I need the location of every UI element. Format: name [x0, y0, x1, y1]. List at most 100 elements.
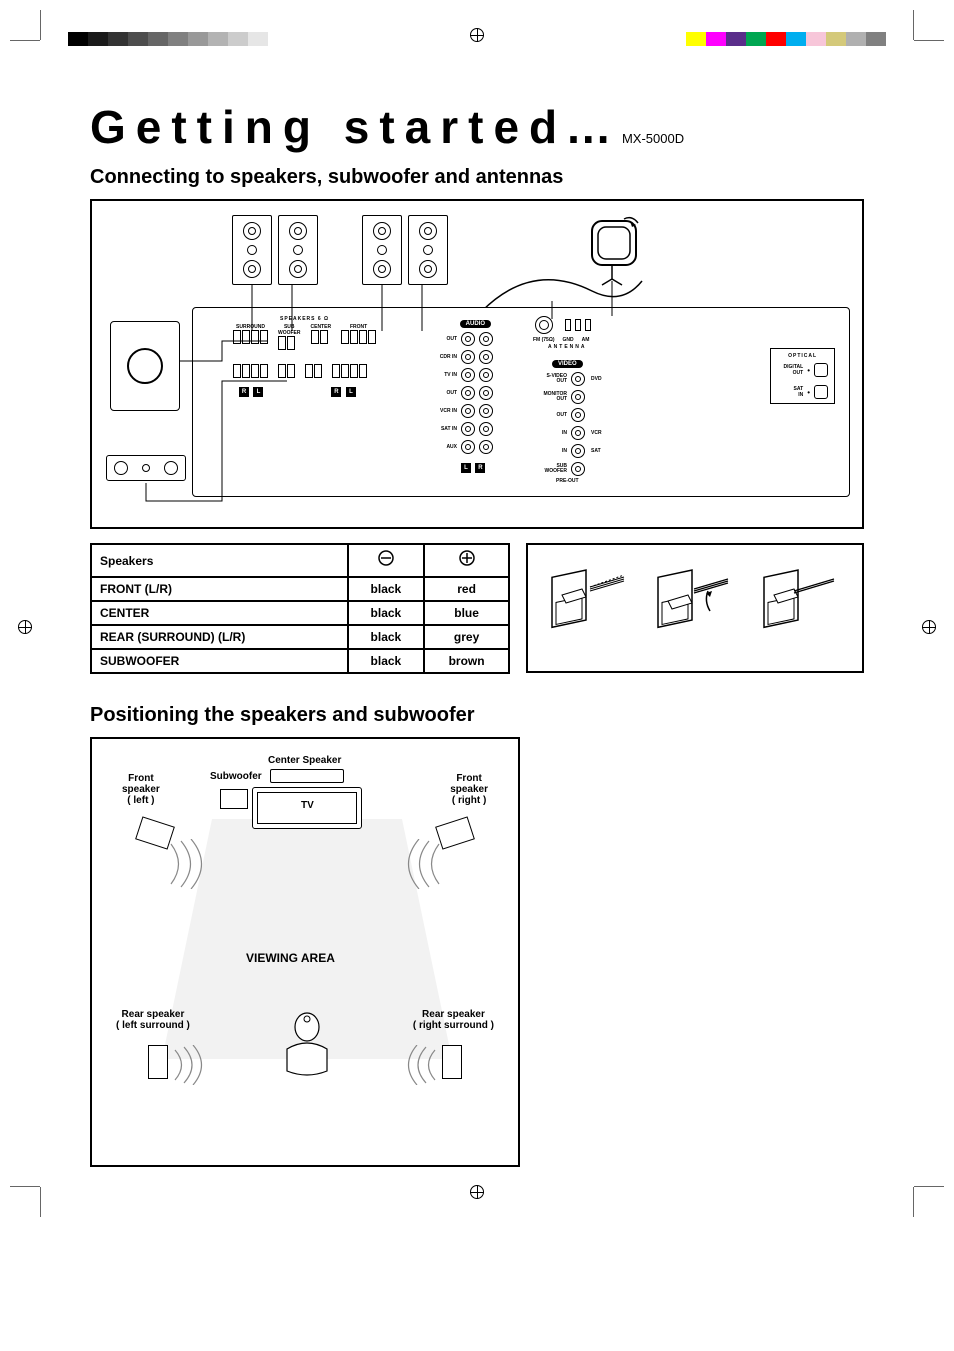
regmark-top — [470, 28, 484, 42]
front-right-label: Front speaker ( right ) — [450, 773, 488, 806]
color-bar — [686, 32, 886, 46]
rear-left-speaker-icon — [148, 1045, 168, 1079]
audio-jacks: AUDIO OUT CDR IN TV IN OUT VCR IN SAT IN… — [423, 312, 495, 474]
speaker-terminals: SPEAKERS 6 Ω SURROUND SUB WOOFER CENTER — [233, 316, 376, 398]
clip-step2-icon — [650, 561, 740, 656]
l-label: L — [346, 387, 356, 397]
vcr-label2: VCR — [591, 430, 602, 436]
cdr-out-label: OUT — [423, 337, 457, 342]
table-row: CENTERblackblue — [91, 601, 509, 625]
table-header-neg — [348, 544, 425, 577]
listener-icon — [277, 1009, 337, 1079]
r-label: R — [475, 463, 485, 473]
tvin-label: TV IN — [423, 373, 457, 378]
pos-color: brown — [424, 649, 509, 673]
neg-color: black — [348, 625, 425, 649]
antenna-section: FM (75Ω) GND AM ANTENNA VIDEO S-VIDEO OU… — [533, 314, 602, 484]
pos-color: blue — [424, 601, 509, 625]
optical-heading: OPTICAL — [777, 353, 828, 359]
model-number: MX-5000D — [622, 131, 684, 146]
center-speaker-icon — [270, 769, 344, 783]
speaker-wiring-table: Speakers FRONT (L/R)blackredCENTERblackb… — [90, 543, 510, 674]
aux-label: AUX — [423, 445, 457, 450]
speaker-name: CENTER — [91, 601, 348, 625]
waves-icon — [390, 1045, 440, 1085]
spring-clip-diagram — [526, 543, 864, 673]
connection-diagram: SPEAKERS 6 Ω SURROUND SUB WOOFER CENTER — [90, 199, 864, 529]
vcr-in-label: IN — [533, 431, 567, 436]
preout-label: PRE-OUT — [533, 478, 602, 484]
tv-icon: TV — [252, 787, 362, 829]
sat-label2: SAT — [591, 448, 601, 454]
vcr-label: VCR — [440, 408, 451, 414]
speaker-name: REAR (SURROUND) (L/R) — [91, 625, 348, 649]
rear-left-label: Rear speaker ( left surround ) — [116, 1009, 190, 1031]
title-dots: ... — [567, 101, 611, 153]
svideo-label: S-VIDEO OUT — [533, 374, 567, 384]
center-speaker-icon — [106, 455, 186, 481]
front-speakers — [362, 215, 448, 285]
dvd-label: DVD — [591, 376, 602, 382]
sat-label: SAT — [441, 426, 451, 432]
satin-label: SAT IN — [777, 386, 803, 398]
section2-heading: Positioning the speakers and subwoofer — [90, 704, 864, 727]
fm-label: FM (75Ω) — [533, 337, 555, 343]
speaker-icon — [408, 215, 448, 285]
page-title: Getting started — [90, 101, 567, 153]
optical-section: OPTICAL DIGITAL OUT • SAT IN • — [770, 348, 835, 404]
table-header-speakers: Speakers — [91, 544, 348, 577]
regmark-right — [922, 620, 936, 634]
in-label: IN — [452, 408, 457, 414]
rear-right-label: Rear speaker ( right surround ) — [413, 1009, 494, 1031]
r-label: R — [331, 387, 341, 397]
vcr-out-label: OUT — [423, 391, 457, 396]
receiver-rear-panel: SPEAKERS 6 Ω SURROUND SUB WOOFER CENTER — [192, 307, 850, 497]
greyscale-bar — [68, 32, 268, 46]
tv-label: TV — [301, 800, 314, 811]
speaker-name: SUBWOOFER — [91, 649, 348, 673]
pos-color: red — [424, 577, 509, 601]
neg-color: black — [348, 649, 425, 673]
subpre-label: SUB WOOFER — [533, 464, 567, 474]
am-label: AM — [582, 337, 590, 343]
speaker-icon — [362, 215, 402, 285]
speaker-icon — [232, 215, 272, 285]
table-row: REAR (SURROUND) (L/R)blackgrey — [91, 625, 509, 649]
front-left-label: Front speaker ( left ) — [122, 773, 160, 806]
r-label: R — [239, 387, 249, 397]
audio-pill: AUDIO — [460, 320, 491, 328]
digout-label: DIGITAL OUT — [777, 364, 803, 376]
l-label: L — [253, 387, 263, 397]
clip-step3-icon — [756, 561, 846, 656]
antenna-heading: ANTENNA — [533, 344, 602, 350]
positioning-diagram: Center Speaker Subwoofer Front speaker (… — [90, 737, 520, 1167]
table-header-pos — [424, 544, 509, 577]
sub-label: SUB WOOFER — [278, 324, 301, 336]
subwoofer-pos-icon — [220, 789, 248, 809]
sat-in-label: IN — [533, 449, 567, 454]
subwoofer-label: Subwoofer — [210, 771, 262, 782]
table-row: Speakers FRONT (L/R)blackredCENTERblackb… — [90, 543, 864, 674]
table-row: FRONT (L/R)blackred — [91, 577, 509, 601]
page-content: Getting started... MX-5000D Connecting t… — [0, 0, 954, 1227]
vcr-out-label: OUT — [533, 413, 567, 418]
speaker-icon — [278, 215, 318, 285]
table-row: SUBWOOFERblackbrown — [91, 649, 509, 673]
in-label: IN — [452, 426, 457, 432]
surround-speakers — [232, 215, 318, 285]
regmark-bottom — [470, 1185, 484, 1199]
clip-step1-icon — [544, 561, 634, 656]
page-heading-row: Getting started... MX-5000D — [90, 100, 864, 154]
l-label: L — [461, 463, 471, 473]
monitor-label: MONITOR OUT — [533, 392, 567, 402]
pos-color: grey — [424, 625, 509, 649]
waves-icon — [170, 1045, 220, 1085]
neg-color: black — [348, 577, 425, 601]
cdr-label: CDR — [440, 354, 451, 360]
viewing-area-label: VIEWING AREA — [246, 951, 335, 965]
neg-color: black — [348, 601, 425, 625]
section1-heading: Connecting to speakers, subwoofer and an… — [90, 166, 864, 189]
waves-icon — [166, 839, 216, 889]
subwoofer-icon — [110, 321, 180, 411]
regmark-left — [18, 620, 32, 634]
